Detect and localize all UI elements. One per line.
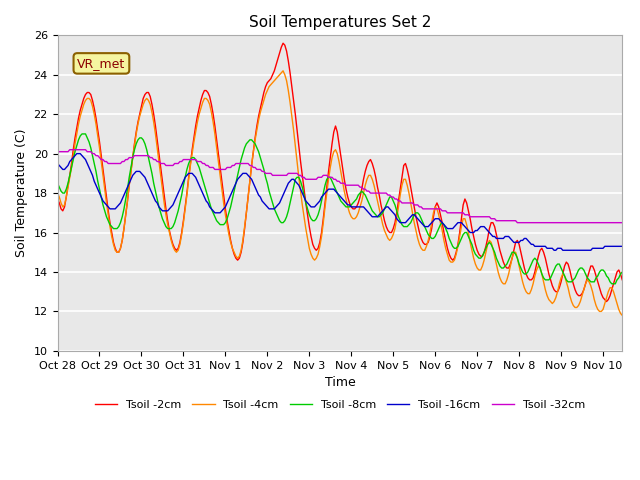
Tsoil -16cm — [534, 243, 542, 249]
Tsoil -16cm — [138, 170, 145, 176]
Tsoil -32cm — [138, 153, 145, 158]
Tsoil -2cm — [436, 212, 444, 217]
Tsoil -2cm — [279, 40, 287, 46]
Tsoil -16cm — [207, 206, 215, 212]
Tsoil -16cm — [54, 161, 61, 167]
Tsoil -4cm — [618, 312, 626, 318]
Tsoil -32cm — [207, 165, 215, 170]
Tsoil -8cm — [436, 222, 444, 228]
Tsoil -16cm — [436, 218, 444, 224]
Tsoil -2cm — [534, 253, 542, 259]
Line: Tsoil -16cm: Tsoil -16cm — [58, 154, 622, 250]
Tsoil -32cm — [436, 206, 444, 212]
Tsoil -4cm — [479, 263, 486, 269]
Tsoil -32cm — [618, 220, 626, 226]
Tsoil -32cm — [513, 220, 521, 226]
Tsoil -8cm — [78, 131, 86, 137]
Tsoil -16cm — [587, 247, 595, 253]
Tsoil -32cm — [587, 220, 595, 226]
Tsoil -32cm — [54, 149, 61, 155]
Tsoil -4cm — [136, 113, 143, 119]
Tsoil -8cm — [618, 269, 626, 275]
Tsoil -4cm — [279, 68, 287, 74]
Tsoil -8cm — [534, 261, 542, 267]
Tsoil -32cm — [479, 214, 486, 220]
Tsoil -8cm — [207, 206, 215, 212]
Tsoil -2cm — [136, 111, 143, 117]
Tsoil -2cm — [206, 94, 214, 99]
Tsoil -2cm — [585, 269, 593, 275]
Tsoil -4cm — [585, 279, 593, 285]
Title: Soil Temperatures Set 2: Soil Temperatures Set 2 — [249, 15, 431, 30]
Tsoil -32cm — [536, 220, 544, 226]
Tsoil -2cm — [618, 277, 626, 283]
Tsoil -16cm — [479, 224, 486, 229]
Tsoil -8cm — [138, 135, 145, 141]
Tsoil -16cm — [550, 247, 558, 253]
X-axis label: Time: Time — [324, 376, 355, 389]
Tsoil -8cm — [608, 281, 616, 287]
Tsoil -4cm — [436, 220, 444, 226]
Tsoil -16cm — [73, 151, 81, 156]
Tsoil -16cm — [618, 243, 626, 249]
Line: Tsoil -4cm: Tsoil -4cm — [58, 71, 622, 315]
Line: Tsoil -32cm: Tsoil -32cm — [58, 150, 622, 223]
Line: Tsoil -8cm: Tsoil -8cm — [58, 134, 622, 284]
Y-axis label: Soil Temperature (C): Soil Temperature (C) — [15, 129, 28, 257]
Text: VR_met: VR_met — [77, 57, 125, 70]
Tsoil -2cm — [479, 253, 486, 259]
Tsoil -2cm — [603, 299, 611, 304]
Tsoil -4cm — [206, 101, 214, 107]
Tsoil -8cm — [585, 277, 593, 283]
Tsoil -32cm — [66, 147, 74, 153]
Tsoil -4cm — [54, 190, 61, 196]
Tsoil -8cm — [54, 180, 61, 186]
Line: Tsoil -2cm: Tsoil -2cm — [58, 43, 622, 301]
Tsoil -4cm — [534, 263, 542, 269]
Tsoil -2cm — [54, 196, 61, 202]
Tsoil -8cm — [479, 253, 486, 259]
Legend: Tsoil -2cm, Tsoil -4cm, Tsoil -8cm, Tsoil -16cm, Tsoil -32cm: Tsoil -2cm, Tsoil -4cm, Tsoil -8cm, Tsoi… — [90, 396, 589, 415]
